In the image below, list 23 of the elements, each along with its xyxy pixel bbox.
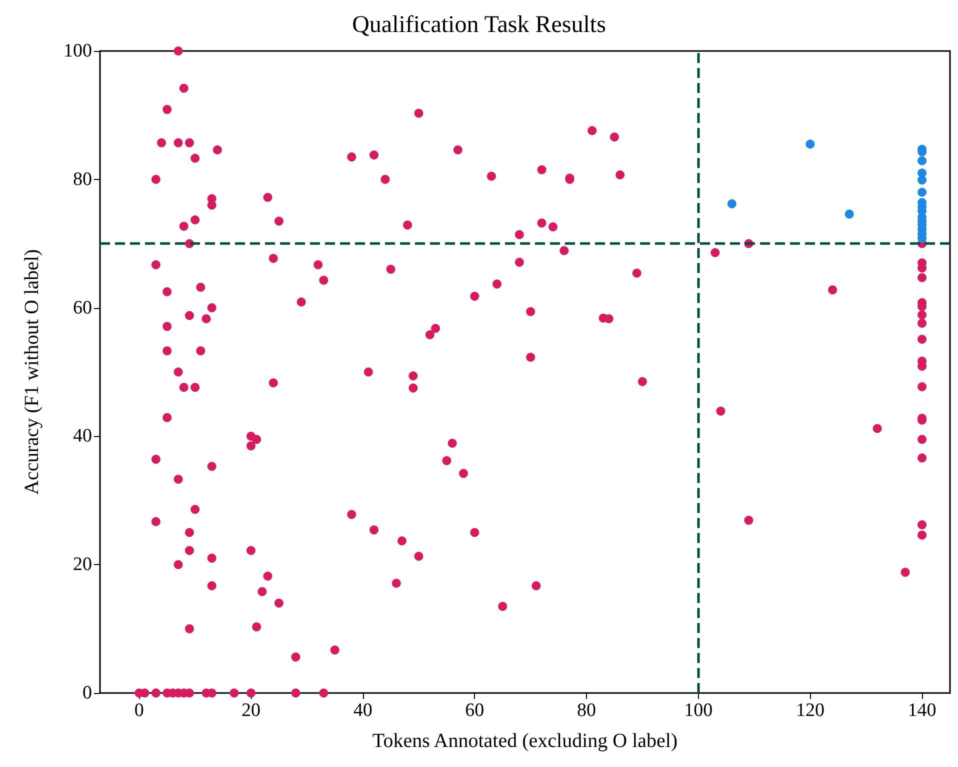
x-tick-label: 80	[577, 700, 596, 721]
x-tick-label: 60	[465, 700, 484, 721]
point	[918, 176, 927, 185]
x-tick-label: 0	[134, 700, 144, 721]
point	[918, 156, 927, 166]
y-tick-label: 20	[73, 554, 92, 576]
x-tick-label: 20	[241, 700, 260, 721]
chart-title: Qualification Task Results	[352, 12, 606, 38]
y-tick-label: 60	[73, 297, 92, 318]
y-tick-label: 0	[82, 682, 92, 704]
x-tick-label: 140	[908, 700, 936, 721]
point	[844, 210, 854, 219]
y-axis-title: Accuracy (F1 without O label)	[21, 249, 43, 495]
y-tick-label: 40	[73, 426, 92, 447]
point	[727, 199, 736, 208]
x-axis-title: Tokens Annotated (excluding O label)	[372, 730, 678, 752]
x-tick-label: 120	[796, 700, 824, 721]
point	[918, 188, 927, 197]
x-tick-label: 100	[684, 700, 713, 721]
y-tick-label: 80	[73, 168, 92, 190]
y-tick-label: 100	[64, 40, 92, 62]
x-tick-label: 40	[353, 700, 372, 721]
point	[806, 140, 815, 149]
